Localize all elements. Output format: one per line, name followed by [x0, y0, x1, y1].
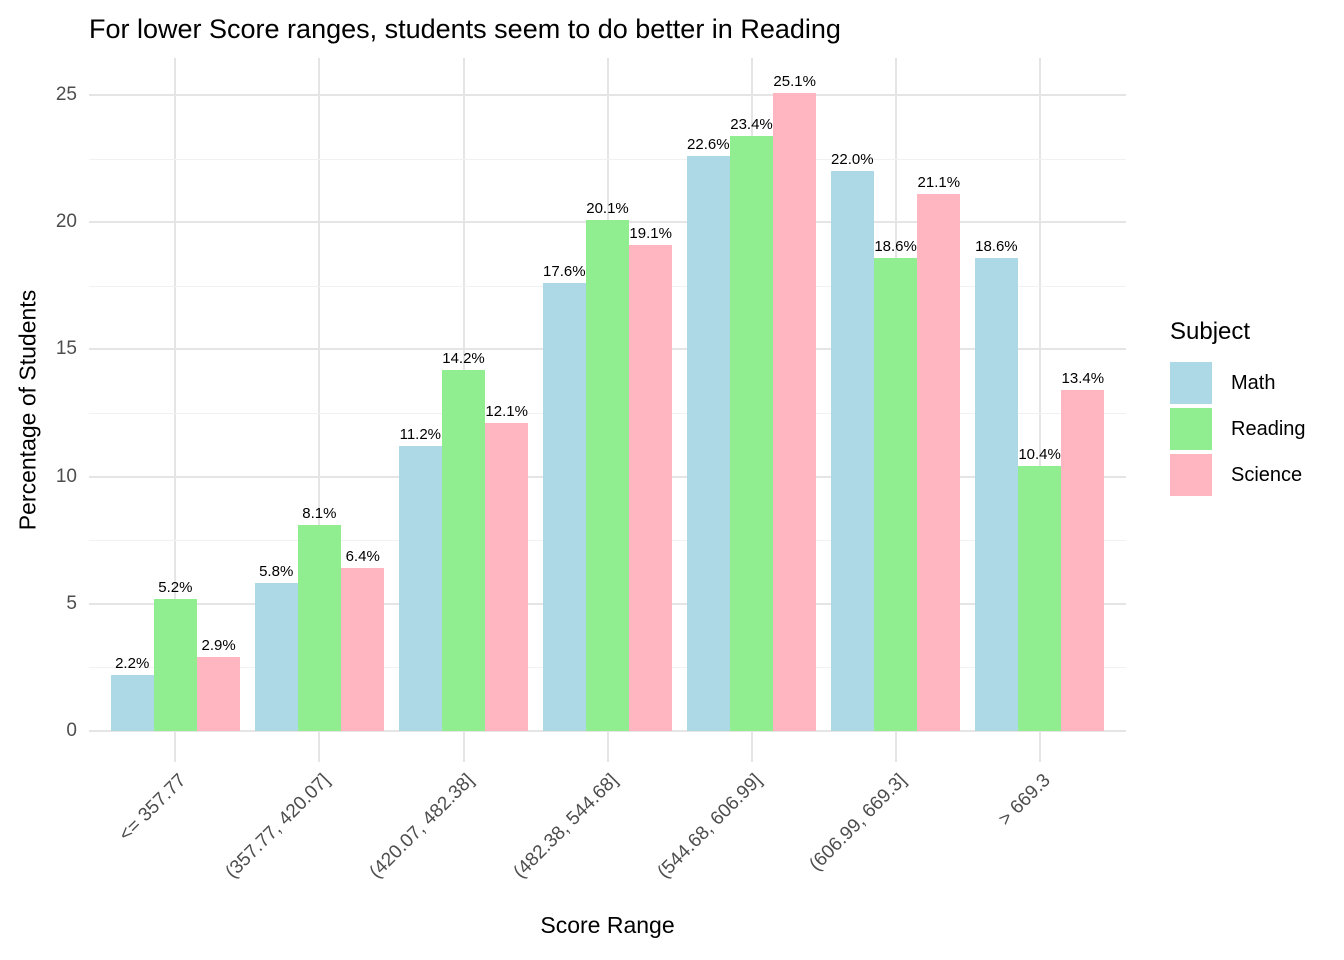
bar [974, 257, 1018, 731]
y-tick-label: 0 [66, 720, 77, 741]
bar-value-label: 2.9% [201, 637, 236, 655]
bar-value-label: 10.4% [1018, 446, 1061, 464]
bar-value-label: 13.4% [1061, 370, 1105, 388]
y-tick-label: 10 [55, 465, 77, 487]
bar [585, 219, 630, 731]
legend-item: Reading [1170, 408, 1306, 450]
bar [297, 524, 341, 731]
bar-value-label: 17.6% [543, 263, 586, 281]
legend-item-label: Reading [1231, 417, 1306, 440]
bar-value-label: 25.1% [773, 72, 816, 90]
bar [441, 369, 486, 731]
bar-value-label: 2.2% [115, 655, 150, 672]
legend-item: Science [1170, 454, 1306, 496]
gridline-x [318, 58, 321, 762]
bar-value-label: 18.6% [975, 237, 1018, 255]
chart-title: For lower Score ranges, students seem to… [89, 14, 841, 44]
legend-key-swatch [1170, 454, 1212, 496]
bar-value-label: 22.6% [687, 136, 730, 154]
bar [542, 283, 586, 731]
gridline-major-y [89, 94, 1126, 96]
bar-value-label: 23.4% [730, 115, 773, 133]
bar [1018, 466, 1062, 731]
y-tick-label: 15 [55, 338, 77, 360]
bar [197, 657, 241, 731]
x-tick-label-text: (544.68, 606.99] [653, 770, 767, 883]
bar [629, 245, 673, 731]
y-tick-label: 20 [55, 211, 77, 233]
x-axis-title: Score Range [540, 912, 675, 938]
bar [153, 598, 197, 731]
legend-title: Subject [1170, 318, 1251, 345]
x-axis-tick-labels: <= 357.77 (357.77, 420.07] (420.07, 482.38… [89, 770, 1126, 910]
bar-value-label: 14.2% [442, 349, 485, 367]
bar-value-label: 18.6% [874, 237, 917, 255]
bar-value-label: 5.8% [259, 563, 294, 581]
gridline-minor-y [89, 158, 1126, 160]
x-tick-label-text: > 669.3 [994, 770, 1055, 831]
bar [874, 257, 918, 731]
bar-value-label: 12.1% [485, 403, 528, 421]
bar [1061, 390, 1105, 731]
legend-item-label: Science [1231, 463, 1303, 486]
y-tick-label: 5 [66, 592, 77, 614]
bar-value-label: 20.1% [586, 199, 629, 217]
bar [773, 92, 817, 731]
gridline-x [174, 58, 177, 762]
bar [917, 194, 961, 731]
bar-value-label: 22.0% [831, 151, 874, 169]
legend: Subject Math Reading Science [1170, 318, 1306, 500]
y-tick-label: 25 [55, 84, 77, 105]
bar-value-label: 21.1% [917, 174, 961, 192]
legend-item: Math [1170, 362, 1306, 404]
x-tick-label-text: (606.99, 669.3] [805, 770, 911, 876]
y-axis-title: Percentage of Students [14, 289, 41, 531]
gridline-x [1038, 58, 1041, 762]
x-tick-label-text: (357.77, 420.07] [221, 770, 335, 883]
bar-value-label: 19.1% [629, 225, 672, 243]
plot-panel: 2.2% 5.2% 2.9% 5.8% 8.1% 6.4% 11.2% 14.2% 12.1% 1… [89, 58, 1126, 762]
bar-value-label: 8.1% [302, 504, 337, 522]
y-axis-tick-labels: 0 5 10 15 20 25 [0, 58, 77, 762]
bar-value-label: 5.2% [158, 578, 193, 596]
x-tick-label-text: <= 357.77 [114, 770, 191, 846]
bar-value-label: 11.2% [399, 426, 442, 444]
x-tick-label-text: (420.07, 482.38] [365, 770, 479, 883]
bar [485, 423, 529, 731]
bar-value-label: 6.4% [345, 548, 380, 566]
legend-item-label: Math [1231, 371, 1276, 394]
gridline-major-y [89, 730, 1126, 732]
bar [341, 568, 385, 731]
bar [110, 675, 154, 731]
bar [398, 446, 442, 731]
legend-key-swatch [1170, 362, 1212, 404]
legend-items: Math Reading Science [1170, 362, 1306, 496]
bar [729, 135, 774, 731]
x-tick-label-text: (482.38, 544.68] [509, 770, 623, 883]
bar [686, 156, 730, 731]
bar [830, 171, 874, 731]
bar [254, 583, 298, 731]
legend-key-swatch [1170, 408, 1212, 450]
